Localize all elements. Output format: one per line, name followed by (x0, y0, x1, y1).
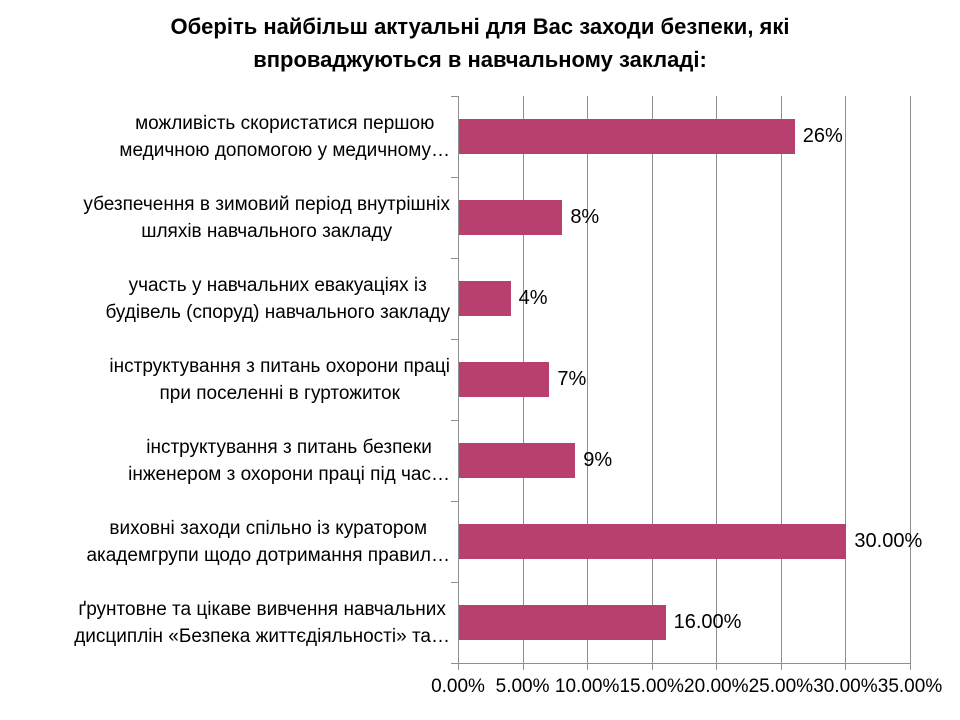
x-tick-label: 5.00% (495, 676, 550, 697)
bar (459, 362, 550, 397)
category-label-text: інструктування з питань охорони праці пр… (109, 355, 450, 404)
chart-title: Оберіть найбільш актуальні для Вас заход… (170, 14, 790, 72)
x-axis-tick (458, 663, 459, 670)
bar (459, 200, 563, 235)
bar (459, 524, 847, 559)
y-axis-tick (451, 339, 458, 340)
bar-value-label: 7% (557, 362, 586, 397)
x-tick-label: 30.00% (813, 676, 878, 697)
category-label: виховні заходи спільно із куратором акад… (0, 501, 457, 582)
bar (459, 605, 666, 640)
y-axis-tick (451, 96, 458, 97)
category-label: ґрунтовне та цікаве вивчення навчальних … (0, 582, 457, 663)
gridline-10 (587, 96, 589, 663)
bar (459, 281, 511, 316)
x-tick-label: 20.00% (684, 676, 749, 697)
category-label: інструктування з питань безпеки інженеро… (0, 420, 457, 501)
y-axis-tick (451, 420, 458, 421)
gridline-15 (651, 96, 653, 663)
bar-value-label: 8% (570, 200, 599, 235)
bar-value-label: 16.00% (674, 605, 742, 640)
category-label: участь у навчальних евакуаціях із будіве… (0, 258, 457, 339)
category-label-text: убезпечення в зимовий період внутрішніх … (83, 193, 450, 242)
x-tick-label: 0.00% (431, 676, 485, 697)
category-label: можливість скористатися першою медичною … (0, 96, 457, 177)
x-axis-tick (587, 663, 589, 670)
y-axis-tick (451, 501, 458, 502)
gridline-35 (910, 96, 911, 663)
x-axis-tick (522, 663, 524, 670)
bar-value-label-text: 7% (557, 368, 587, 390)
x-tick-label: 25.00% (748, 676, 814, 697)
bar-value-label-text: 26% (802, 125, 843, 147)
x-tick-label: 35.00% (877, 676, 943, 697)
x-tick-label: 15.00% (619, 676, 684, 697)
bar-value-label-text: 16.00% (673, 611, 742, 633)
bar-value-label-text: 30.00% (854, 530, 923, 552)
bar-value-label-text: 8% (570, 206, 600, 228)
x-axis-tick (910, 663, 911, 670)
bar (459, 119, 795, 154)
bar-value-label: 9% (583, 443, 612, 478)
gridline-30 (845, 96, 847, 663)
y-axis-tick (451, 177, 458, 178)
gridline-0 (458, 96, 459, 663)
category-label-text: інструктування з питань безпеки інженеро… (128, 436, 450, 485)
category-label-text: участь у навчальних евакуаціях із будіве… (105, 274, 450, 323)
bar-value-label-text: 9% (583, 449, 613, 471)
y-axis-tick (451, 258, 458, 259)
category-label: інструктування з питань охорони праці пр… (0, 339, 457, 420)
bar-value-label-text: 4% (518, 287, 548, 309)
x-axis-tick (845, 663, 847, 670)
x-axis-line (457, 663, 911, 664)
category-label: убезпечення в зимовий період внутрішніх … (0, 177, 457, 258)
gridline-25 (780, 96, 782, 663)
bar (459, 443, 576, 478)
y-axis-tick (451, 663, 458, 664)
category-label-text: виховні заходи спільно із куратором акад… (86, 517, 450, 566)
category-label-text: ґрунтовне та цікаве вивчення навчальних … (74, 598, 450, 647)
bar-value-label: 30.00% (854, 524, 922, 559)
y-axis-tick (451, 582, 458, 583)
category-label-text: можливість скористатися першою медичною … (119, 112, 450, 161)
x-axis-tick (780, 663, 782, 670)
x-axis-tick (651, 663, 653, 670)
bar-value-label: 4% (519, 281, 548, 316)
gridline-20 (716, 96, 718, 663)
bar-value-label: 26% (803, 119, 843, 154)
x-tick-label: 10.00% (554, 676, 620, 697)
x-axis-tick (716, 663, 718, 670)
